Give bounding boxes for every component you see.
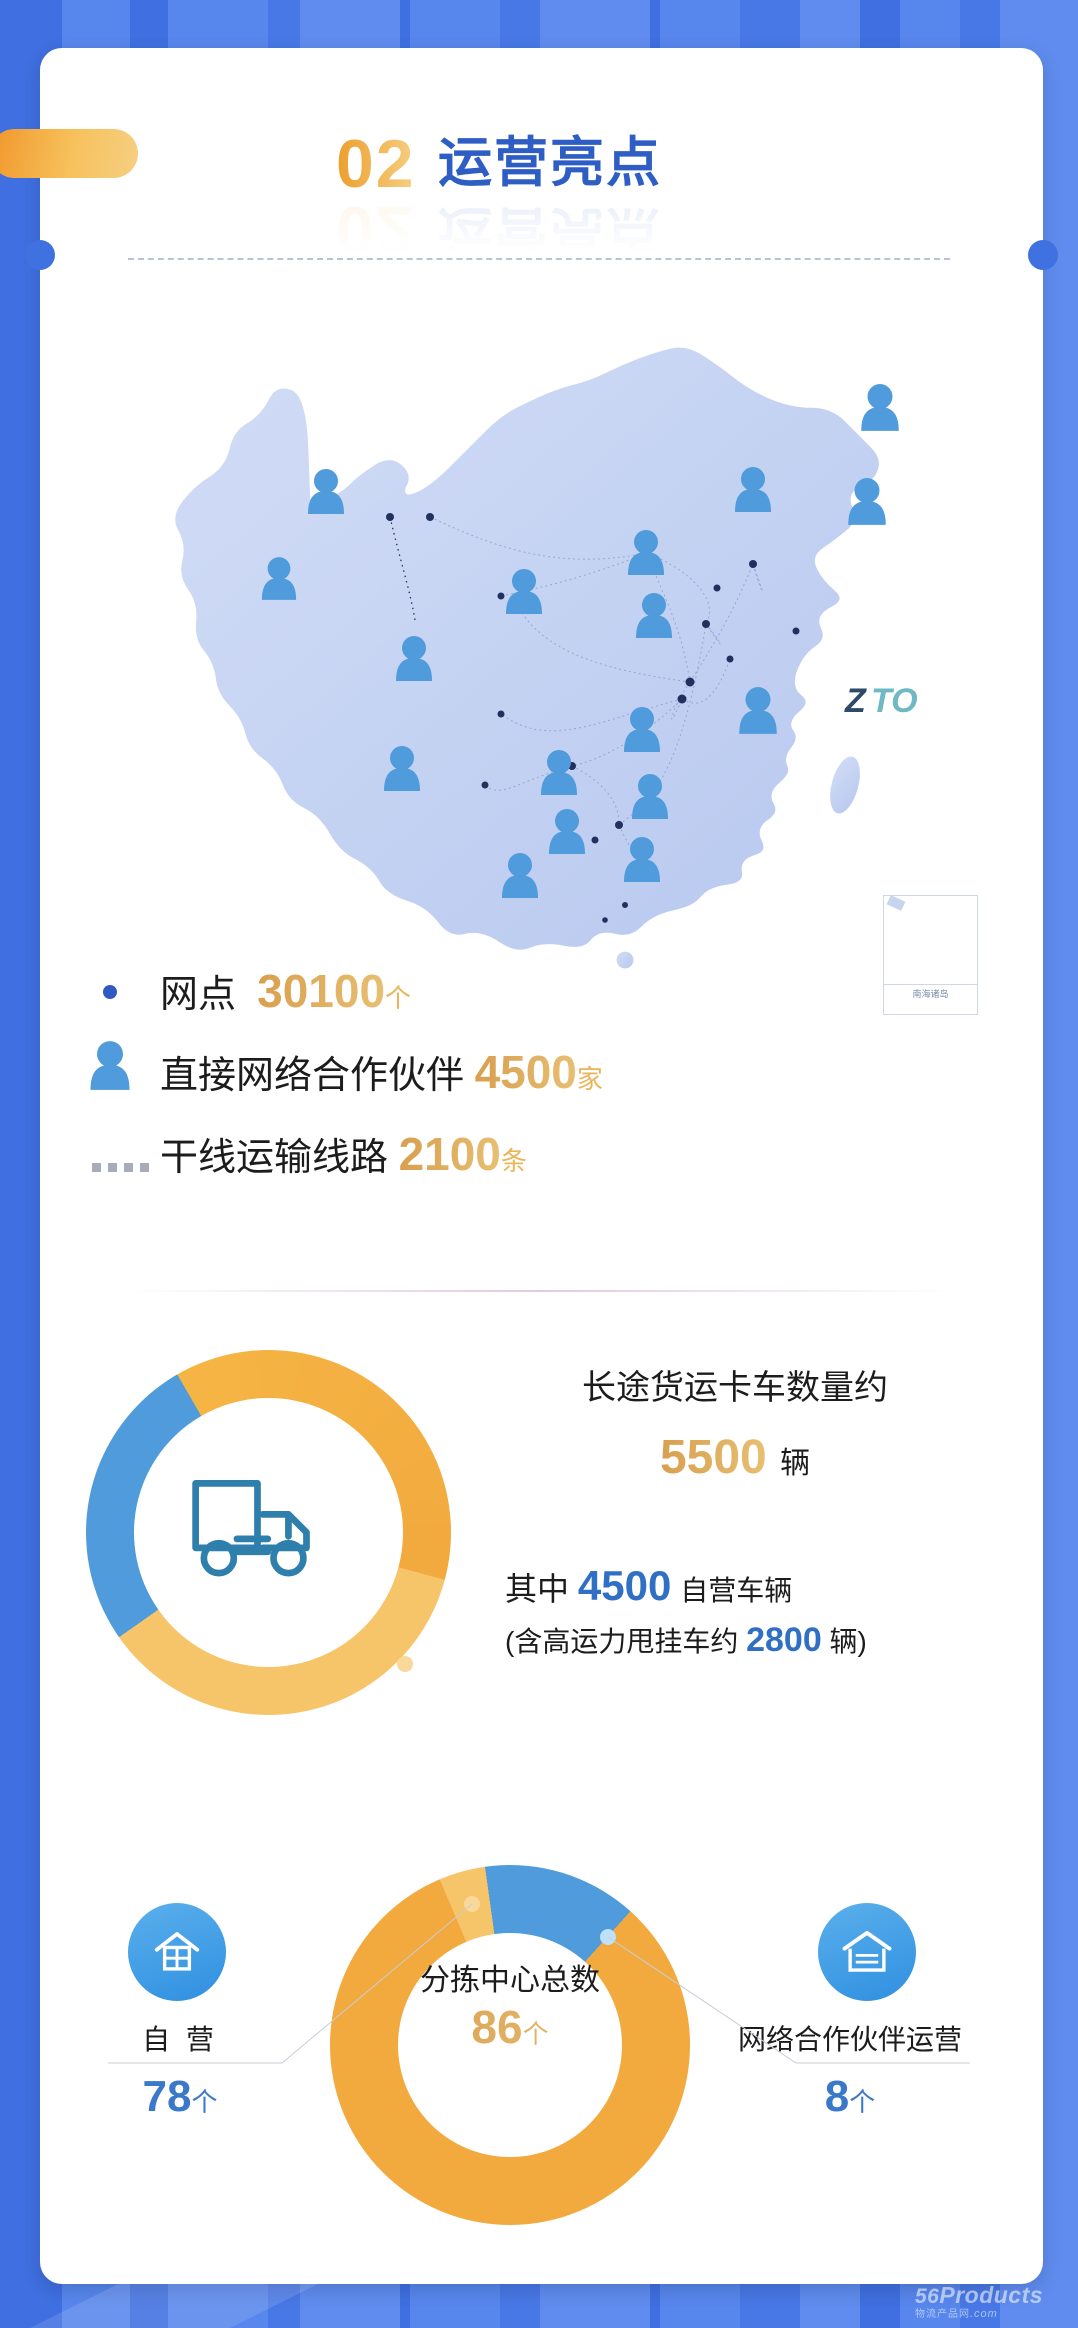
svg-text:TO: TO [871, 682, 918, 720]
svg-text:Z: Z [844, 682, 867, 720]
